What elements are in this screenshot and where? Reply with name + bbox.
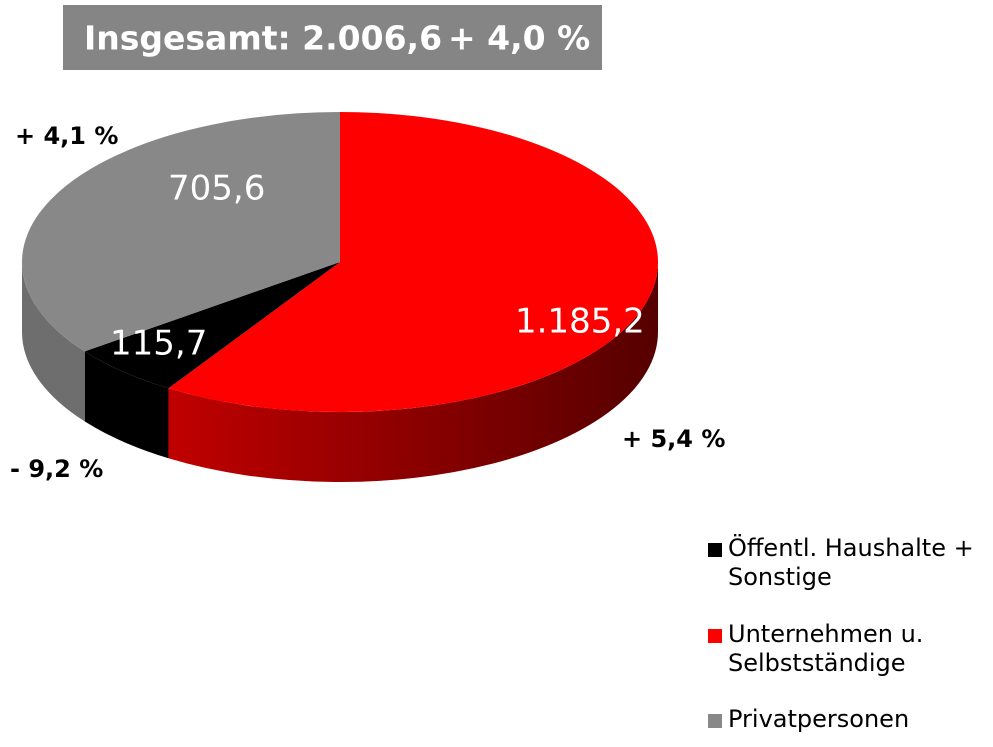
change-label: + 5,4 %	[622, 425, 725, 453]
title-box	[63, 5, 602, 70]
value-label: 115,7	[110, 324, 207, 364]
pie-slice	[84, 262, 341, 389]
chart-title: Insgesamt: 2.006,6	[84, 19, 442, 58]
value-label: 1.185,2	[515, 302, 645, 342]
value-label: 705,6	[168, 169, 265, 209]
change-label: - 9,2 %	[10, 455, 103, 483]
change-label: + 4,1 %	[15, 122, 118, 150]
legend-swatch	[708, 543, 722, 557]
pie-side	[84, 351, 169, 459]
legend-swatch	[708, 629, 722, 643]
title-change: + 4,0 %	[448, 19, 590, 58]
legend-item: Öffentl. Haushalte + Sonstige	[708, 534, 988, 592]
pie-side	[22, 262, 85, 422]
pie-side	[168, 262, 658, 482]
legend-item: Privatpersonen	[708, 705, 988, 734]
pie-slice	[21, 112, 340, 352]
legend-swatch	[708, 714, 722, 728]
legend-label: Privatpersonen	[728, 705, 910, 733]
legend-label: Öffentl. Haushalte + Sonstige	[728, 534, 974, 591]
pie-slice	[168, 112, 658, 412]
legend-item: Unternehmen u. Selbstständige	[708, 620, 988, 678]
legend-label: Unternehmen u. Selbstständige	[728, 620, 924, 677]
